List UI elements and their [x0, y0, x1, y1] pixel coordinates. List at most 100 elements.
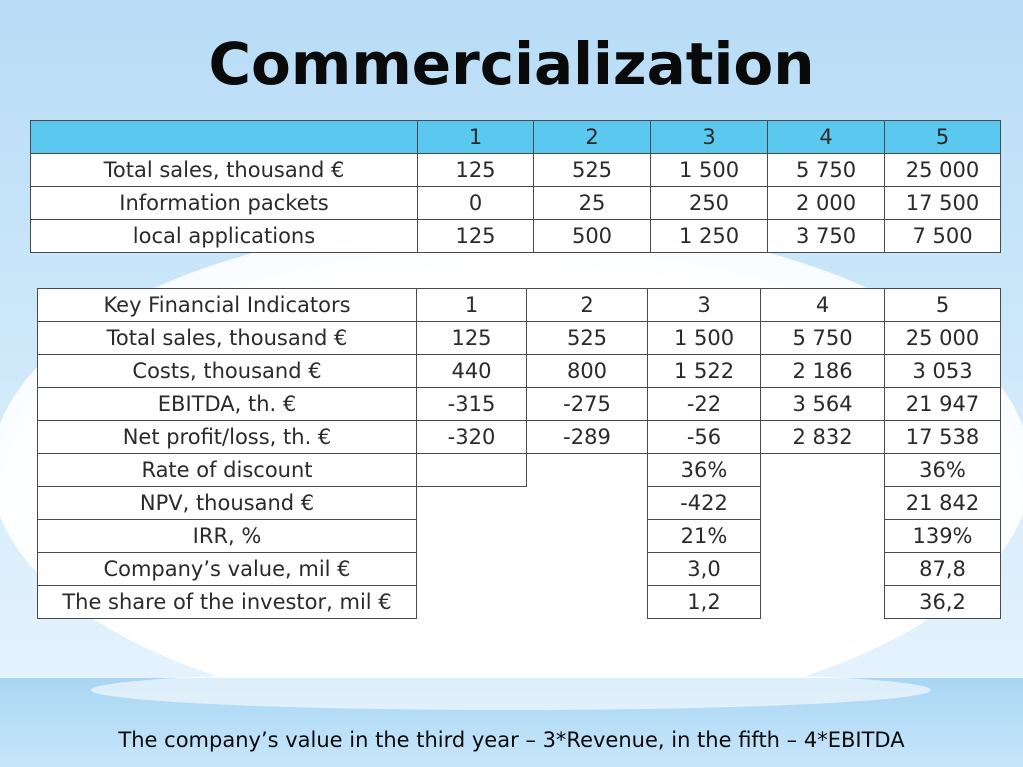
table-cell: 525 [526, 321, 648, 355]
footer-note: The company’s value in the third year – … [118, 728, 905, 752]
table-cell: 2 000 [767, 186, 885, 220]
table-cell: 36% [647, 453, 761, 487]
table-cell: 1 500 [650, 153, 768, 187]
table-row: NPV, thousand € -422 21 842 [37, 486, 1001, 520]
table-cell [761, 520, 885, 553]
row-label: Total sales, thousand € [37, 321, 417, 355]
row-label: Rate of discount [37, 453, 417, 487]
row-label: IRR, % [37, 519, 417, 553]
table-row: Total sales, thousand € 125 525 1 500 5 … [37, 321, 1001, 355]
table-cell [760, 453, 885, 487]
table-cell: 2 832 [760, 420, 885, 454]
table-row: Net profit/loss, th. € -320 -289 -56 2 8… [37, 420, 1001, 454]
table-cell: 139% [884, 519, 1001, 553]
table-cell: 25 000 [884, 153, 1001, 187]
table-cell: 3 750 [767, 219, 885, 253]
table-cell [527, 487, 648, 520]
table-cell [417, 520, 527, 553]
table-cell [761, 586, 885, 619]
table-cell [416, 453, 527, 487]
header-cell: 2 [533, 120, 651, 154]
table-cell [417, 586, 527, 619]
table-header-row: 1 2 3 4 5 [30, 120, 1001, 154]
row-label: Net profit/loss, th. € [37, 420, 417, 454]
table-cell [761, 487, 885, 520]
header-cell: 1 [416, 288, 527, 322]
table-cell: 800 [526, 354, 648, 388]
table-header-row: Key Financial Indicators 1 2 3 4 5 [37, 288, 1001, 322]
table-cell [527, 520, 648, 553]
table-cell: 17 500 [884, 186, 1001, 220]
table-cell: -422 [647, 486, 761, 520]
table-cell: 0 [417, 186, 534, 220]
table-cell: 125 [416, 321, 527, 355]
row-label: EBITDA, th. € [37, 387, 417, 421]
table-cell: 17 538 [884, 420, 1001, 454]
table-cell: 25 000 [884, 321, 1001, 355]
table-cell: 5 750 [767, 153, 885, 187]
table-cell [417, 487, 527, 520]
header-cell [30, 120, 418, 154]
table-cell [417, 553, 527, 586]
table-cell [526, 453, 648, 487]
table-cell: -56 [647, 420, 761, 454]
row-label: local applications [30, 219, 418, 253]
table-cell: 3 564 [760, 387, 885, 421]
table-cell: 2 186 [760, 354, 885, 388]
table-row: Rate of discount 36% 36% [37, 453, 1001, 487]
row-label: Total sales, thousand € [30, 153, 418, 187]
table-cell: -315 [416, 387, 527, 421]
table-cell: -320 [416, 420, 527, 454]
header-cell: 5 [884, 288, 1001, 322]
table-cell: 3,0 [647, 552, 761, 586]
table-cell: 36% [884, 453, 1001, 487]
table-cell: 21 947 [884, 387, 1001, 421]
table-cell: 36,2 [884, 585, 1001, 619]
table-row: EBITDA, th. € -315 -275 -22 3 564 21 947 [37, 387, 1001, 421]
table-row: local applications 125 500 1 250 3 750 7… [30, 219, 1001, 253]
header-cell: 2 [526, 288, 648, 322]
table-cell: 5 750 [760, 321, 885, 355]
sales-table: 1 2 3 4 5 Total sales, thousand € 125 52… [30, 120, 1001, 253]
table-cell: 250 [650, 186, 768, 220]
header-cell: Key Financial Indicators [37, 288, 417, 322]
table-cell: 525 [533, 153, 651, 187]
key-financial-indicators-table: Key Financial Indicators 1 2 3 4 5 Total… [37, 288, 1001, 619]
table-cell: 125 [417, 219, 534, 253]
table-cell: 3 053 [884, 354, 1001, 388]
table-cell: 1,2 [647, 585, 761, 619]
row-label: Company’s value, mil € [37, 552, 417, 586]
table-cell: 21% [647, 519, 761, 553]
table-cell: 125 [417, 153, 534, 187]
header-cell: 1 [417, 120, 534, 154]
table-row: The share of the investor, mil € 1,2 36,… [37, 585, 1001, 619]
table-cell: 87,8 [884, 552, 1001, 586]
table-cell: 7 500 [884, 219, 1001, 253]
row-label: Information packets [30, 186, 418, 220]
header-cell: 4 [767, 120, 885, 154]
table-cell [527, 586, 648, 619]
header-cell: 3 [647, 288, 761, 322]
table-cell: -275 [526, 387, 648, 421]
table-row: Company’s value, mil € 3,0 87,8 [37, 552, 1001, 586]
table-row: Total sales, thousand € 125 525 1 500 5 … [30, 153, 1001, 187]
header-cell: 5 [884, 120, 1001, 154]
table-row: Costs, thousand € 440 800 1 522 2 186 3 … [37, 354, 1001, 388]
table-cell: 500 [533, 219, 651, 253]
table-row: IRR, % 21% 139% [37, 519, 1001, 553]
table-cell: 1 522 [647, 354, 761, 388]
table-cell: -22 [647, 387, 761, 421]
row-label: NPV, thousand € [37, 486, 417, 520]
table-cell: 25 [533, 186, 651, 220]
table-cell [761, 553, 885, 586]
row-label: The share of the investor, mil € [37, 585, 417, 619]
header-cell: 4 [760, 288, 885, 322]
table-cell: 1 500 [647, 321, 761, 355]
slide-title: Commercialization [208, 30, 815, 98]
row-label: Costs, thousand € [37, 354, 417, 388]
table-cell: 21 842 [884, 486, 1001, 520]
table-cell: -289 [526, 420, 648, 454]
table-cell [527, 553, 648, 586]
table-cell: 440 [416, 354, 527, 388]
